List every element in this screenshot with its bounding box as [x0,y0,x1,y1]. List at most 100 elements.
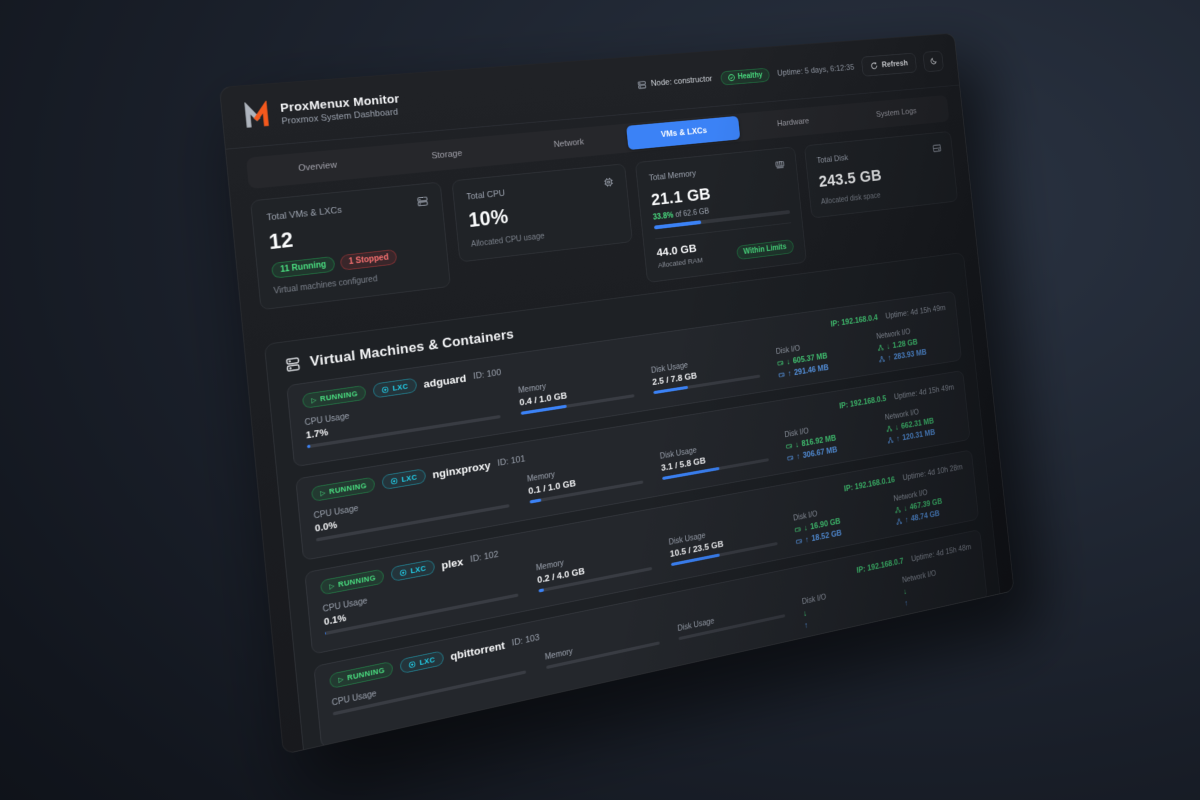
header-controls: Node: constructor Healthy Uptime: 5 days… [636,50,944,96]
tab-storage[interactable]: Storage [431,148,463,161]
down-arrow-icon: ↓ [902,587,908,597]
container-icon [390,476,398,485]
up-arrow-icon: ↑ [804,620,809,631]
up-arrow-icon: ↑ [887,353,892,363]
vm-uptime: Uptime: 4d 15h 48m [910,542,972,564]
running-badge: ▷ RUNNING [310,476,376,502]
health-status-badge: Healthy [719,67,771,86]
tab-hardware[interactable]: Hardware [776,116,810,129]
down-arrow-icon: ↓ [894,422,900,433]
dashboard-window: ProxMenux Monitor Proxmox System Dashboa… [219,32,1015,755]
network-icon [887,436,894,444]
container-icon [399,568,407,577]
memory-icon [774,159,785,171]
down-arrow-icon: ↓ [786,357,791,367]
disk-bar-fill [653,385,689,395]
cpu-bar-fill [324,631,327,636]
card-label: Total VMs & LXCs [266,204,343,223]
node-label: Node: constructor [650,74,713,89]
hard-drive-icon [777,359,785,367]
running-count-badge: 11 Running [271,256,336,279]
vm-name: qbittorrent [449,638,506,663]
up-arrow-icon: ↑ [895,434,901,444]
brand: ProxMenux Monitor Proxmox System Dashboa… [241,91,401,131]
disk-io-metric: Disk I/O ↓ 16.90 GB ↑ 18.52 GB [792,510,843,546]
up-arrow-icon: ↑ [904,598,909,608]
card-total-cpu: Total CPU 10% Allocated CPU usage [451,163,633,263]
moon-icon [929,56,938,66]
refresh-button[interactable]: Refresh [860,52,918,77]
play-icon: ▷ [328,581,336,590]
stacked-servers-icon [284,355,303,374]
stacked-servers-icon [416,195,429,208]
container-icon [381,385,389,393]
vm-name: plex [440,555,464,572]
vm-ip: IP: 192.168.0.4 [830,313,879,329]
play-icon: ▷ [337,674,345,684]
hard-drive-icon [932,142,942,153]
card-label: Total Memory [648,168,697,183]
down-arrow-icon: ↓ [802,608,808,619]
tab-overview[interactable]: Overview [297,160,338,174]
node-indicator: Node: constructor [637,74,713,90]
lxc-badge: LXC [381,468,426,491]
disk-io-metric: Disk I/O ↓ ↑ [801,593,827,631]
play-icon: ▷ [319,488,327,497]
lxc-badge: LXC [399,650,444,675]
up-arrow-icon: ↑ [796,451,801,462]
disk-metric: Disk Usage 3.1 / 5.8 GB [660,434,770,485]
running-badge: ▷ RUNNING [329,660,394,689]
network-icon [896,517,903,525]
network-icon [886,425,893,433]
card-total-disk: Total Disk 243.5 GB Allocated disk space [803,130,959,219]
vm-ip: IP: 192.168.0.16 [843,475,896,494]
hard-drive-icon [785,442,793,451]
vm-name: nginxproxy [431,458,492,481]
system-uptime: Uptime: 5 days, 6:12:35 [776,63,855,78]
vm-list-section: Virtual Machines & Containers ▷ RUNNING [263,252,1003,755]
theme-toggle-button[interactable] [922,50,944,72]
memory-percent: 33.8% [652,211,674,222]
memory-total: of 62.6 GB [674,207,710,220]
play-icon: ▷ [310,395,318,404]
hard-drive-icon [795,537,803,546]
tab-vms-lxcs[interactable]: VMs & LXCs [626,115,741,151]
network-icon [894,506,901,514]
check-circle-icon [727,73,735,82]
memory-progress-fill [653,220,702,230]
down-arrow-icon: ↓ [886,342,891,352]
vm-id: ID: 101 [497,454,526,469]
tab-system-logs[interactable]: System Logs [875,106,918,120]
lxc-badge: LXC [390,559,435,582]
running-badge: ▷ RUNNING [301,384,367,409]
network-io-metric: Network I/O ↓ ↑ [901,569,937,608]
vm-ip: IP: 192.168.0.5 [838,394,887,411]
hard-drive-icon [787,454,795,463]
proxmenux-logo-icon [241,100,273,130]
brand-text: ProxMenux Monitor Proxmox System Dashboa… [280,92,402,126]
network-io-metric: Network I/O ↓ 467.39 GB ↑ 48.74 GB [893,488,943,525]
down-arrow-icon: ↓ [903,503,908,514]
card-label: Total Disk [816,153,849,165]
disk-metric: Disk Usage 2.5 / 7.8 GB [651,351,761,400]
down-arrow-icon: ↓ [794,440,800,450]
tab-network[interactable]: Network [553,137,585,150]
vm-id: ID: 103 [511,632,540,649]
cpu-bar-fill [306,444,311,449]
memory-bar-fill [529,498,542,504]
lxc-badge: LXC [372,377,417,399]
vm-id: ID: 102 [469,549,499,565]
up-arrow-icon: ↑ [804,535,810,545]
vm-id: ID: 100 [472,367,502,382]
vm-uptime: Uptime: 4d 15h 49m [893,383,955,402]
card-label: Total CPU [465,188,506,202]
network-io-metric: Network I/O ↓ 662.31 MB ↑ 120.31 MB [884,408,936,444]
vm-uptime: Uptime: 4d 10h 28m [902,462,964,483]
container-icon [408,660,416,669]
up-arrow-icon: ↑ [787,368,792,379]
vm-uptime: Uptime: 4d 15h 49m [885,303,946,321]
vm-name: adguard [422,371,467,390]
network-io-metric: Network I/O ↓ 1.28 GB ↑ 283.93 MB [875,328,927,363]
memory-metric: Memory 0.4 / 1.0 GB [518,370,635,421]
